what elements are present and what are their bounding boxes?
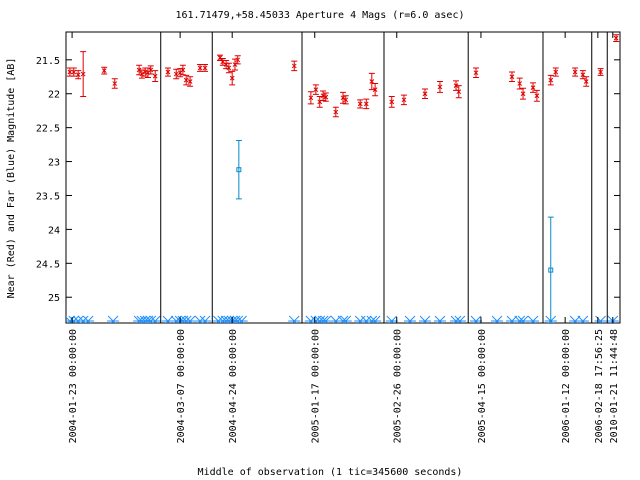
data-point: [580, 72, 586, 78]
data-point: [548, 267, 554, 273]
data-point: [235, 57, 241, 63]
data-point: [437, 84, 443, 90]
x-tick-label: 2005-04-15 00:00:00: [477, 329, 488, 443]
data-point: [530, 85, 536, 90]
lower-marker: [576, 315, 589, 323]
data-point: [598, 69, 603, 75]
data-point: [112, 81, 118, 86]
lower-marker: [453, 315, 466, 323]
data-point: [313, 87, 319, 93]
x-axis-label: Middle of observation (1 tic=345600 seco…: [198, 467, 463, 478]
data-point: [548, 77, 554, 83]
chart-title: 161.71479,+58.45033 Aperture 4 Mags (r=6…: [176, 10, 465, 21]
data-point: [80, 71, 86, 77]
y-tick-label: 23.5: [36, 191, 60, 202]
lower-marker: [288, 315, 301, 323]
lower-marker: [433, 315, 446, 323]
data-point: [473, 70, 479, 76]
data-point: [187, 79, 193, 84]
data-point: [75, 72, 81, 78]
data-point: [217, 55, 223, 61]
data-point: [139, 71, 145, 77]
y-tick-label: 24.5: [36, 259, 60, 270]
data-point: [291, 63, 297, 69]
lower-marker: [107, 315, 120, 323]
data-point: [333, 109, 339, 115]
data-point: [340, 95, 346, 101]
data-point: [165, 69, 171, 75]
error-bar: [547, 216, 554, 323]
lower-marker: [527, 315, 540, 323]
data-point: [372, 87, 378, 93]
plot-frame: [65, 31, 621, 324]
lower-marker: [149, 315, 162, 323]
y-tick-label: 22.5: [36, 124, 60, 135]
y-tick-label: 24: [48, 225, 60, 236]
data-point: [553, 69, 559, 75]
data-point: [229, 75, 235, 81]
lower-marker: [82, 315, 95, 323]
data-point: [180, 67, 186, 73]
data-point: [183, 77, 189, 83]
data-point: [456, 89, 462, 95]
plot-area: [66, 34, 620, 323]
data-point: [232, 62, 238, 67]
lower-marker: [404, 315, 417, 323]
lower-marker: [469, 315, 482, 323]
data-point: [236, 167, 242, 173]
data-point: [509, 74, 515, 80]
data-point: [148, 67, 154, 73]
data-point: [534, 93, 540, 99]
x-tick-label: 2006-01-12 00:00:00: [561, 329, 572, 443]
x-tick-label: 2005-01-17 00:00:00: [311, 329, 322, 443]
data-point: [357, 101, 363, 107]
data-point: [71, 69, 77, 75]
x-tick-label: 2004-04-24 00:00:00: [228, 329, 239, 443]
data-point: [152, 73, 158, 79]
error-bar: [235, 140, 242, 200]
data-point: [308, 95, 314, 101]
x-tick-label: 2010-01-21 11:44:48: [609, 329, 620, 443]
data-point: [197, 65, 203, 71]
data-point: [401, 97, 407, 103]
data-point: [517, 81, 523, 86]
x-tick-label: 2004-03-07 00:00:00: [176, 329, 187, 443]
y-axis-label: Near (Red) and Far (Blue) Magnitude [AB]: [6, 58, 17, 299]
data-point: [613, 35, 619, 41]
data-point: [363, 101, 369, 107]
y-tick-label: 22: [48, 90, 60, 101]
data-point: [520, 91, 526, 97]
lower-marker: [491, 315, 504, 323]
data-point: [67, 69, 73, 75]
lower-marker: [199, 315, 212, 323]
data-point: [101, 68, 107, 74]
lower-marker: [418, 315, 431, 323]
lower-marker: [235, 315, 248, 323]
data-point: [389, 99, 395, 105]
lower-marker: [339, 315, 352, 323]
data-point: [320, 93, 326, 99]
data-point: [202, 65, 208, 71]
data-point: [583, 79, 589, 84]
data-point: [173, 71, 179, 77]
data-point: [323, 94, 329, 100]
lower-marker: [594, 315, 607, 323]
y-tick-label: 23: [48, 158, 60, 169]
data-point: [343, 97, 349, 103]
x-tick-label: 2005-02-26 00:00:00: [393, 329, 404, 443]
data-point: [572, 69, 578, 75]
data-point: [226, 65, 232, 71]
y-tick-label: 21.5: [36, 56, 60, 67]
x-tick-label: 2004-01-23 00:00:00: [68, 329, 79, 443]
lower-marker: [385, 315, 398, 323]
lower-marker: [369, 315, 382, 323]
y-tick-label: 25: [48, 293, 60, 304]
x-tick-label: 2006-02-18 17:56:25: [594, 329, 605, 443]
data-point: [369, 79, 375, 84]
data-point: [422, 91, 428, 97]
